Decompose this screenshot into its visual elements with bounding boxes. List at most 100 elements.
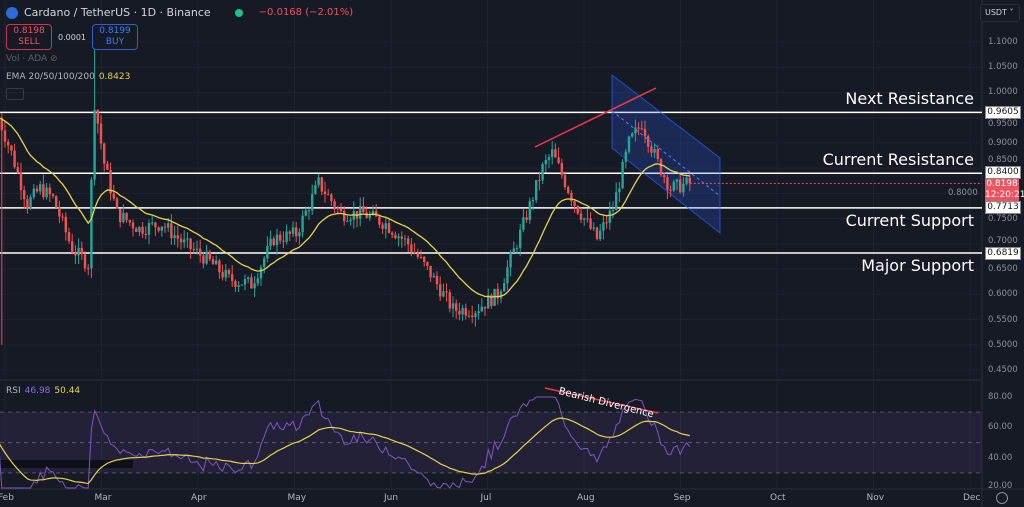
candle-body bbox=[42, 184, 45, 198]
last-price-tag: 0.8198 12:20:21 bbox=[985, 179, 1024, 201]
volume-indicator[interactable]: Vol · ADA ⊘ bbox=[6, 54, 58, 64]
sell-button[interactable]: 0.8198 SELL bbox=[6, 24, 52, 50]
price-tick-label: 0.7500 bbox=[988, 214, 1018, 224]
candle-body bbox=[349, 219, 352, 222]
candle-body bbox=[653, 148, 656, 153]
price-tick-label: 0.7000 bbox=[988, 236, 1018, 246]
rsi-value: 46.98 bbox=[24, 386, 51, 396]
candle-body bbox=[394, 234, 397, 239]
candle-body bbox=[675, 179, 679, 182]
candle-body bbox=[215, 260, 218, 265]
candle-body bbox=[423, 256, 426, 263]
candle-body bbox=[387, 223, 391, 233]
candle-body bbox=[519, 229, 522, 249]
candle-body bbox=[247, 277, 250, 280]
rsi-tick-label: 40.00 bbox=[988, 452, 1013, 463]
candle-body bbox=[560, 163, 563, 176]
candle-body bbox=[407, 238, 410, 245]
level-label-major-support: Major Support bbox=[861, 256, 974, 275]
settings-gear-icon[interactable] bbox=[996, 492, 1008, 504]
ema-value: 0.8423 bbox=[98, 72, 131, 82]
price-tick-label: 0.8000 bbox=[948, 188, 978, 198]
candle-body bbox=[67, 232, 71, 242]
candle-body bbox=[269, 238, 272, 246]
candle-body bbox=[538, 180, 541, 182]
sell-price: 0.8198 bbox=[13, 26, 45, 36]
candle-body bbox=[237, 285, 240, 287]
price-tag-current-support: 0.7713 bbox=[985, 201, 1021, 214]
candle-body bbox=[669, 189, 672, 191]
candle-body bbox=[435, 275, 439, 285]
level-label-current-support: Current Support bbox=[845, 211, 974, 230]
rsi-tick-label: 80.00 bbox=[988, 392, 1013, 402]
time-tick-label: Jul bbox=[480, 493, 492, 503]
divergence-line bbox=[544, 387, 659, 414]
candle-body bbox=[471, 315, 474, 317]
candle-body bbox=[650, 146, 653, 153]
candle-body bbox=[656, 148, 659, 160]
candle-body bbox=[410, 244, 413, 252]
candle-body bbox=[288, 231, 291, 234]
candle-body bbox=[26, 199, 29, 209]
ema-indicator[interactable]: EMA 20/50/100/200 0.8423 bbox=[6, 72, 130, 82]
symbol-title[interactable]: Cardano / TetherUS · 1D · Binance bbox=[24, 6, 211, 19]
time-tick-label: Aug bbox=[577, 493, 595, 503]
candle-body bbox=[413, 251, 416, 254]
candle-body bbox=[330, 194, 333, 202]
collapse-indicators-button[interactable] bbox=[6, 88, 24, 100]
candle-body bbox=[39, 184, 42, 192]
candle-body bbox=[496, 288, 499, 299]
candle-body bbox=[138, 226, 141, 233]
candle-body bbox=[336, 207, 339, 209]
candle-body bbox=[547, 157, 551, 161]
price-change: −0.0168 (−2.01%) bbox=[258, 7, 354, 18]
candle-body bbox=[10, 145, 13, 151]
price-tag-next-resistance: 0.9605 bbox=[985, 106, 1021, 119]
candle-body bbox=[432, 275, 435, 278]
rsi-indicator[interactable]: RSI 46.98 50.44 bbox=[6, 386, 80, 396]
candle-body bbox=[317, 177, 320, 185]
candle-body bbox=[55, 196, 58, 208]
currency-select[interactable]: USDT ˅ bbox=[980, 4, 1020, 22]
candle-body bbox=[512, 248, 515, 253]
candle-body bbox=[487, 295, 490, 309]
candle-body bbox=[483, 306, 487, 309]
candle-body bbox=[218, 260, 221, 273]
candle-body bbox=[586, 218, 589, 220]
candle-body bbox=[112, 193, 115, 199]
candle-body bbox=[503, 283, 506, 292]
candle-body bbox=[71, 241, 74, 253]
candle-body bbox=[93, 110, 96, 180]
candle-body bbox=[224, 270, 227, 278]
candle-body bbox=[397, 236, 400, 239]
market-open-icon bbox=[234, 8, 243, 17]
candle-body bbox=[445, 291, 448, 293]
candle-body bbox=[151, 222, 154, 224]
candle-body bbox=[528, 201, 531, 220]
candle-body bbox=[429, 265, 432, 278]
time-tick-label: Feb bbox=[0, 493, 14, 503]
candle-body bbox=[192, 249, 195, 251]
candle-body bbox=[314, 184, 317, 194]
candle-body bbox=[333, 201, 336, 208]
eye-hidden-icon[interactable]: ⊘ bbox=[50, 54, 58, 64]
candle-body bbox=[173, 235, 176, 239]
candle-body bbox=[205, 251, 208, 264]
candle-body bbox=[189, 238, 192, 250]
candle-body bbox=[611, 210, 615, 212]
candle-body bbox=[240, 284, 243, 286]
candle-body bbox=[474, 313, 477, 317]
candle-body bbox=[679, 179, 682, 193]
candle-body bbox=[339, 208, 343, 212]
candle-body bbox=[531, 200, 535, 202]
candle-body bbox=[490, 295, 493, 306]
candle-body bbox=[275, 234, 279, 246]
rsi-ma-line bbox=[0, 417, 690, 485]
candle-body bbox=[253, 283, 256, 289]
level-label-current-resistance: Current Resistance bbox=[822, 150, 974, 169]
candle-body bbox=[605, 222, 608, 224]
buy-button[interactable]: 0.8199 BUY bbox=[92, 24, 138, 50]
candle-body bbox=[58, 207, 61, 217]
candle-body bbox=[176, 235, 179, 239]
